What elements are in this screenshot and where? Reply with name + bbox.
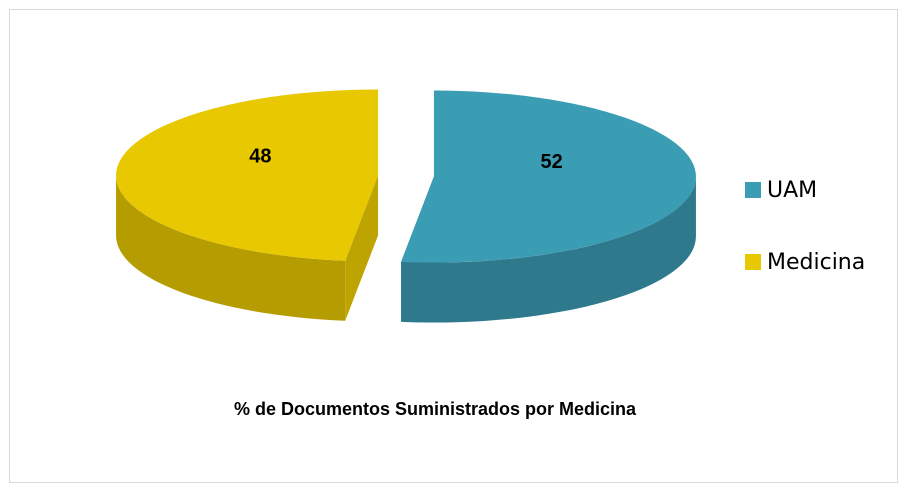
pie [116,89,696,323]
pie-slice [116,89,379,321]
data-labels: 52 48 [249,145,562,173]
slice-cut-face [345,175,379,321]
slice-side [116,175,346,321]
legend-swatch [745,182,761,198]
legend-label: Medicina [767,250,865,275]
legend-swatch [745,254,761,270]
chart-title: % de Documentos Suministrados por Medici… [234,399,637,419]
slice-top [401,90,696,263]
slice-top [116,89,379,261]
data-label: 48 [249,145,271,167]
legend-label: UAM [767,178,817,203]
pie-slice [401,90,696,323]
legend: UAM Medicina [745,178,865,275]
data-label: 52 [540,151,562,173]
slice-side [401,176,696,323]
